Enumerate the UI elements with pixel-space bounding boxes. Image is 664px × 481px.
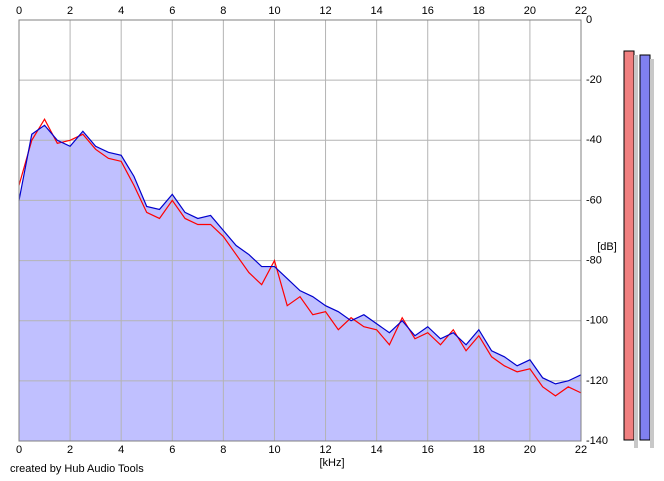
credit: created by Hub Audio Tools — [10, 463, 144, 475]
meter-shadow — [634, 55, 638, 448]
plot-frame — [18, 19, 582, 442]
spectrum-line — [18, 124, 582, 385]
x-tick-label: 4 — [118, 5, 124, 17]
y-tick-label: -80 — [586, 254, 602, 266]
y-tick-label: 0 — [586, 14, 592, 26]
spectrum-line — [18, 118, 582, 397]
x-tick-label: 6 — [169, 444, 175, 456]
x-tick-label: 22 — [575, 444, 587, 456]
y-tick-label: -140 — [586, 435, 608, 447]
x-tick-label: 20 — [524, 444, 536, 456]
x-tick-label: 4 — [118, 444, 124, 456]
x-tick-label: 8 — [220, 5, 226, 17]
level-meter-left — [623, 50, 635, 441]
y-tick-label: -40 — [586, 134, 602, 146]
y-tick-label: -100 — [586, 315, 608, 327]
area-fill — [19, 125, 581, 441]
x-tick-label: 0 — [16, 5, 22, 17]
level-meter-right — [639, 54, 651, 441]
x-tick-label: 10 — [268, 444, 280, 456]
x-tick-label: 2 — [67, 444, 73, 456]
x-tick-label: 18 — [473, 444, 485, 456]
x-tick-label: 14 — [371, 444, 383, 456]
x-tick-label: 18 — [473, 5, 485, 17]
x-tick-label: 12 — [319, 5, 331, 17]
x-tick-label: 20 — [524, 5, 536, 17]
x-tick-label: 2 — [67, 5, 73, 17]
x-tick-label: 6 — [169, 5, 175, 17]
x-tick-label: 22 — [575, 5, 587, 17]
y-axis-title: [dB] — [597, 241, 617, 253]
y-tick-label: -120 — [586, 375, 608, 387]
x-tick-label: 0 — [16, 444, 22, 456]
x-tick-label: 10 — [268, 5, 280, 17]
x-tick-label: 8 — [220, 444, 226, 456]
x-tick-label: 16 — [422, 5, 434, 17]
x-tick-label: 14 — [371, 5, 383, 17]
y-tick-label: -20 — [586, 74, 602, 86]
x-axis-title: [kHz] — [319, 457, 344, 469]
x-tick-label: 16 — [422, 444, 434, 456]
x-tick-label: 12 — [319, 444, 331, 456]
y-tick-label: -60 — [586, 194, 602, 206]
meter-shadow — [650, 59, 654, 448]
